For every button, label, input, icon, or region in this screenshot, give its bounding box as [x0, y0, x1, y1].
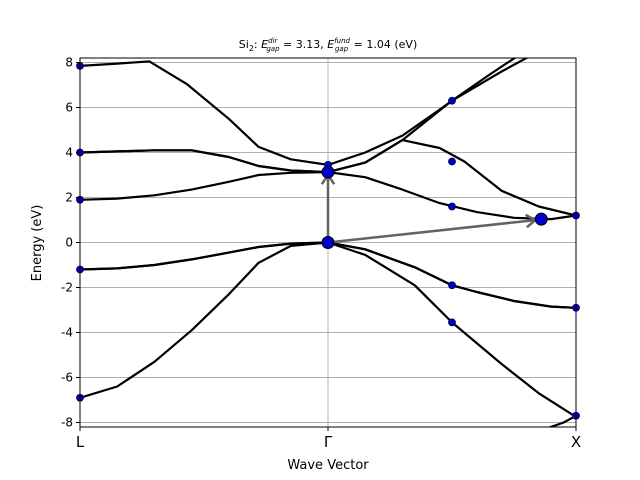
x-axis-label: Wave Vector	[287, 458, 369, 473]
y-tick-label: 6	[65, 101, 73, 115]
kpoint-marker	[448, 281, 456, 290]
vbm-marker	[321, 236, 335, 249]
band-line	[80, 58, 517, 166]
kpoint-marker	[448, 318, 456, 327]
y-tick-label: -6	[61, 371, 73, 385]
y-tick-label: 8	[65, 56, 73, 70]
y-axis-label: Energy (eV)	[30, 205, 45, 282]
y-tick-label: 4	[65, 146, 73, 160]
y-tick-label: 2	[65, 191, 73, 205]
y-tick-label: -8	[61, 416, 73, 430]
arrow-layer	[320, 172, 538, 244]
fundamental-cbm-marker	[534, 212, 548, 226]
kpoint-label: X	[571, 433, 581, 451]
kpoint-label: Γ	[324, 433, 333, 451]
band-line	[80, 241, 576, 418]
tick-layer: -8 -6 -4 -2 0 2 4 6 8 L Γ X	[61, 56, 581, 452]
kpoint-marker	[448, 202, 456, 211]
kpoint-marker	[448, 96, 456, 105]
y-tick-label: -4	[61, 326, 73, 340]
band-line	[80, 58, 529, 174]
band-line	[547, 414, 576, 427]
y-tick-label: -2	[61, 281, 73, 295]
direct-cbm-marker	[321, 165, 335, 179]
y-tick-label: 0	[65, 236, 73, 250]
marker-layer	[76, 61, 580, 420]
kpoint-marker	[448, 157, 456, 166]
kpoint-label: L	[76, 433, 85, 451]
direct-gap-arrow	[320, 172, 336, 243]
fundamental-gap-arrow	[327, 213, 538, 244]
chart-title: Si2: Edir gap = 3.13, Efund gap = 1.04 (eV…	[239, 37, 417, 53]
